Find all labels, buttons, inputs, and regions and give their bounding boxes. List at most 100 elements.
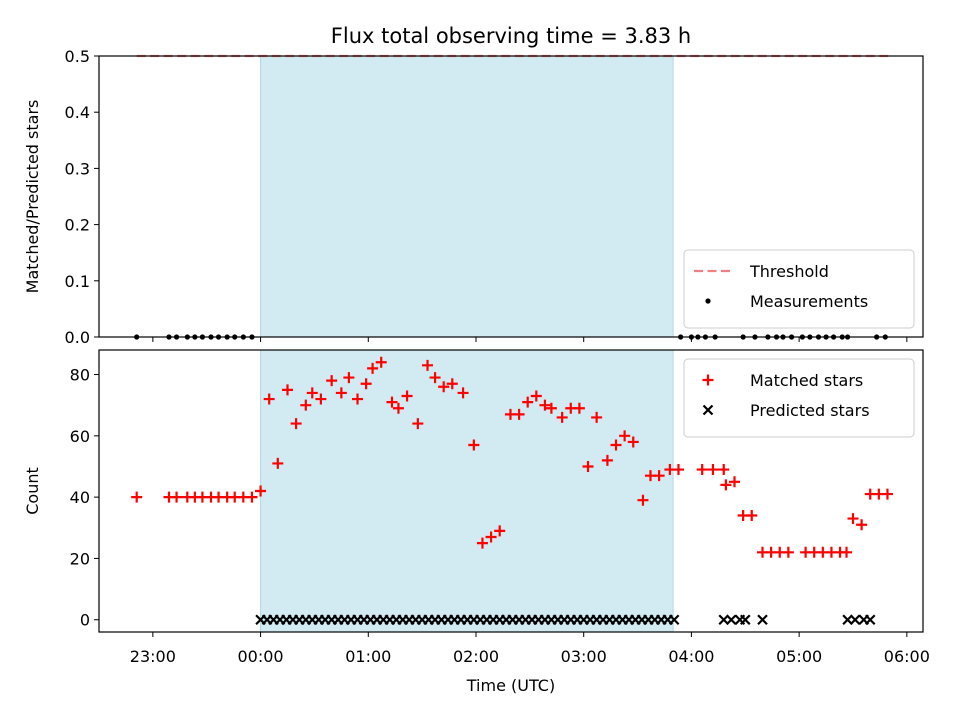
- data-point: [739, 614, 751, 626]
- data-point: [881, 488, 893, 500]
- data-point: [847, 513, 859, 525]
- data-point: [131, 491, 143, 503]
- x-tick-label: 23:00: [130, 647, 176, 666]
- x-tick-label: 04:00: [668, 647, 714, 666]
- data-point: [360, 378, 372, 390]
- legend-label: Predicted stars: [750, 401, 870, 420]
- data-point: [627, 436, 639, 448]
- data-point: [476, 537, 488, 549]
- x-tick-label: 01:00: [345, 647, 391, 666]
- y-tick-label: 0.2: [65, 216, 90, 235]
- y-tick-label: 0: [80, 611, 90, 630]
- data-point: [573, 402, 585, 414]
- data-point: [272, 457, 284, 469]
- data-point: [255, 485, 267, 497]
- data-point: [619, 430, 631, 442]
- series-matched-stars: [131, 356, 893, 558]
- data-point: [375, 356, 387, 368]
- observing-window-band: [260, 349, 674, 633]
- data-point: [849, 614, 861, 626]
- data-point: [246, 491, 258, 503]
- legend-marker: [705, 298, 711, 304]
- data-point: [707, 464, 719, 476]
- x-tick-label: 02:00: [453, 647, 499, 666]
- y-tick-label: 0.3: [65, 159, 90, 178]
- legend-marker: [702, 404, 714, 416]
- data-point: [401, 390, 413, 402]
- data-point: [864, 614, 876, 626]
- data-point: [718, 464, 730, 476]
- data-point: [315, 393, 327, 405]
- data-point: [263, 393, 275, 405]
- data-point: [412, 418, 424, 430]
- legend: Matched stars Predicted stars: [683, 358, 915, 438]
- y-tick-label: 0.4: [65, 103, 90, 122]
- y-tick-label: 80: [70, 366, 90, 385]
- data-point: [725, 614, 737, 626]
- data-point: [522, 396, 534, 408]
- data-point: [335, 387, 347, 399]
- data-point: [530, 390, 542, 402]
- y-tick-label: 0.1: [65, 272, 90, 291]
- data-point: [485, 531, 497, 543]
- legend-marker: [702, 374, 714, 386]
- data-point: [438, 381, 450, 393]
- data-point: [494, 525, 506, 537]
- chart-title: Flux total observing time = 3.83 h: [331, 24, 691, 48]
- series-predicted-stars: [255, 614, 876, 626]
- observing-window-band: [260, 55, 674, 338]
- plot-frame: [98, 349, 924, 633]
- data-point: [672, 464, 684, 476]
- legend-label: Threshold: [749, 262, 829, 281]
- data-point: [300, 399, 312, 411]
- data-point: [281, 384, 293, 396]
- y-tick-label: 20: [70, 549, 90, 568]
- data-point: [610, 439, 622, 451]
- y-tick-label: 0.0: [65, 328, 90, 347]
- data-point: [746, 510, 758, 522]
- data-point: [468, 439, 480, 451]
- data-point: [556, 411, 568, 423]
- plot-frame: [98, 55, 924, 338]
- x-tick-label: 00:00: [238, 647, 284, 666]
- data-point: [653, 470, 665, 482]
- legend-box: [683, 358, 915, 438]
- data-point: [513, 408, 525, 420]
- data-point: [668, 614, 680, 626]
- x-tick-label: 05:00: [776, 647, 822, 666]
- data-point: [352, 393, 364, 405]
- data-point: [545, 402, 557, 414]
- data-point: [582, 460, 594, 472]
- data-point: [856, 519, 868, 531]
- data-point: [757, 614, 768, 626]
- top-panel: 0.0 0.1 0.2 0.3 0.4 0.5 Matched/Predicted star…: [23, 47, 924, 347]
- data-point: [539, 399, 551, 411]
- y-tick-label: 40: [70, 488, 90, 507]
- legend-box: [683, 249, 915, 329]
- data-point: [637, 494, 649, 506]
- legend: Threshold Measurements: [683, 249, 915, 329]
- data-point: [343, 372, 355, 384]
- data-point: [457, 387, 469, 399]
- y-axis-label: Count: [23, 467, 42, 515]
- data-point: [446, 378, 458, 390]
- data-point: [601, 454, 613, 466]
- data-point: [386, 396, 398, 408]
- data-point: [171, 491, 183, 503]
- data-point: [429, 372, 441, 384]
- data-point: [696, 464, 708, 476]
- bottom-panel: 0 20 40 60 80 23:00 00:00 01:00 02:00 03:00 04:00 0…: [23, 349, 930, 695]
- data-point: [306, 387, 318, 399]
- data-point: [367, 362, 379, 374]
- legend-label: Matched stars: [750, 371, 863, 390]
- data-point: [782, 546, 794, 558]
- data-point: [591, 411, 603, 423]
- y-tick-label: 60: [70, 427, 90, 446]
- data-point: [729, 476, 741, 488]
- y-axis-label: Matched/Predicted stars: [23, 100, 42, 294]
- data-point: [392, 402, 404, 414]
- y-tick-label: 0.5: [65, 47, 90, 66]
- x-tick-label: 06:00: [884, 647, 930, 666]
- legend-label: Measurements: [750, 292, 868, 311]
